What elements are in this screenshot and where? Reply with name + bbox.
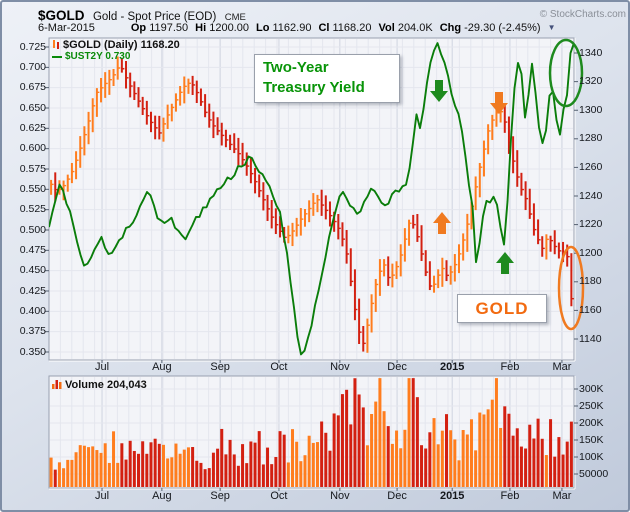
month-label-main: Nov bbox=[330, 361, 350, 373]
gold-legend-text: $GOLD (Daily) 1168.20 bbox=[63, 39, 180, 51]
yield-axis-tick: 0.400 bbox=[19, 304, 46, 317]
month-label-volume: Sep bbox=[210, 490, 230, 502]
volume-legend-text: Volume 204,043 bbox=[65, 379, 147, 391]
quote-pair: Chg -29.30 (-2.45%) bbox=[439, 22, 541, 34]
month-label-volume: Feb bbox=[500, 490, 520, 502]
copyright: © StockCharts.com bbox=[539, 9, 626, 20]
exchange: CME bbox=[224, 12, 246, 23]
yield-legend-text: $UST2Y 0.730 bbox=[65, 51, 131, 62]
quote-pair: Vol 204.0K bbox=[378, 22, 433, 34]
volume-axis-tick: 300K bbox=[579, 382, 604, 395]
volume-axis-tick: 50000 bbox=[579, 467, 609, 480]
yield-axis-tick: 0.500 bbox=[19, 223, 46, 236]
month-label-main: Mar bbox=[552, 361, 572, 373]
treasury-yield-line bbox=[49, 42, 574, 356]
month-label-main: Oct bbox=[270, 361, 288, 373]
yield-axis-tick: 0.600 bbox=[19, 142, 46, 155]
yield-axis-tick: 0.675 bbox=[19, 81, 46, 94]
month-label-main: Feb bbox=[500, 361, 520, 373]
month-label-volume: 2015 bbox=[439, 490, 465, 502]
yield-axis-tick: 0.650 bbox=[19, 101, 46, 114]
quote-date: 6-Mar-2015 bbox=[38, 22, 95, 34]
chart-header: $GOLD Gold - Spot Price (EOD) CME © Stoc… bbox=[38, 7, 626, 25]
instrument-title: Gold - Spot Price (EOD) bbox=[92, 11, 217, 23]
volume-axis-tick: 150K bbox=[579, 433, 604, 446]
quote-pair: Hi 1200.00 bbox=[195, 22, 249, 34]
treasury-yield-annotation: Two-Year Treasury Yield bbox=[254, 54, 400, 103]
volume-bars bbox=[49, 378, 573, 487]
yield-axis-tick: 0.525 bbox=[19, 203, 46, 216]
yield-axis-tick: 0.700 bbox=[19, 60, 46, 73]
yield-legend: $UST2Y 0.730 bbox=[52, 51, 130, 63]
month-label-volume: Nov bbox=[330, 490, 350, 502]
green-up-arrow bbox=[496, 252, 514, 274]
orange-down-arrow bbox=[490, 92, 508, 114]
price-axis-tick: 1340 bbox=[579, 46, 603, 59]
yield-axis-tick: 0.725 bbox=[19, 40, 46, 53]
treasury-annotation-line2: Treasury Yield bbox=[263, 79, 365, 97]
quote-values: Op 1197.50 Hi 1200.00 Lo 1162.90 Cl 1168.20… bbox=[131, 22, 548, 34]
symbol: $GOLD bbox=[38, 8, 85, 23]
month-label-volume: Aug bbox=[152, 490, 172, 502]
yield-axis-tick: 0.375 bbox=[19, 325, 46, 338]
volume-axis-tick: 250K bbox=[579, 399, 604, 412]
orange-up-arrow bbox=[433, 212, 451, 234]
month-label-volume: Dec bbox=[387, 490, 407, 502]
price-axis-tick: 1220 bbox=[579, 218, 603, 231]
price-axis-tick: 1260 bbox=[579, 160, 603, 173]
month-label-volume: Mar bbox=[552, 490, 572, 502]
price-axis-tick: 1240 bbox=[579, 189, 603, 202]
green-circle-annotation bbox=[548, 38, 584, 108]
volume-legend: Volume 204,043 bbox=[52, 379, 147, 392]
month-label-main: Jul bbox=[94, 361, 110, 373]
month-label-main: Sep bbox=[210, 361, 230, 373]
yield-axis-tick: 0.475 bbox=[19, 243, 46, 256]
volume-bars-icon bbox=[52, 379, 62, 392]
month-label-main: Dec bbox=[387, 361, 407, 373]
yield-axis-tick: 0.450 bbox=[19, 264, 46, 277]
quote-pair: Cl 1168.20 bbox=[318, 22, 372, 34]
price-axis-tick: 1180 bbox=[579, 275, 602, 288]
price-axis-tick: 1140 bbox=[579, 332, 602, 345]
gold-annotation: GOLD bbox=[457, 294, 547, 323]
month-label-main: 2015 bbox=[439, 361, 465, 373]
price-axis-tick: 1320 bbox=[579, 75, 603, 88]
month-label-main: Aug bbox=[152, 361, 172, 373]
yield-axis-tick: 0.625 bbox=[19, 121, 46, 134]
candlestick-icon bbox=[52, 39, 60, 52]
month-label-volume: Jul bbox=[94, 490, 110, 502]
line-swatch-icon bbox=[52, 52, 62, 63]
volume-axis-tick: 100K bbox=[579, 450, 604, 463]
price-axis-tick: 1280 bbox=[579, 132, 603, 145]
orange-circle-annotation bbox=[557, 245, 585, 331]
yield-axis-tick: 0.350 bbox=[19, 345, 46, 358]
change-down-triangle-icon: ▼ bbox=[547, 23, 556, 32]
gold-annotation-text: GOLD bbox=[475, 299, 529, 318]
yield-axis-tick: 0.575 bbox=[19, 162, 46, 175]
volume-axis-tick: 200K bbox=[579, 416, 604, 429]
yield-axis-tick: 0.550 bbox=[19, 182, 46, 195]
gold-legend: $GOLD (Daily) 1168.20 bbox=[52, 39, 180, 52]
price-axis-tick: 1160 bbox=[579, 303, 602, 316]
month-label-volume: Oct bbox=[270, 490, 288, 502]
quote-pair: Lo 1162.90 bbox=[255, 22, 312, 34]
green-down-arrow bbox=[430, 80, 448, 102]
quote-pair: Op 1197.50 bbox=[130, 22, 189, 34]
treasury-annotation-line1: Two-Year bbox=[263, 59, 329, 76]
price-axis-tick: 1300 bbox=[579, 103, 603, 116]
quote-line: 6-Mar-2015 Op 1197.50 Hi 1200.00 Lo 1162.90… bbox=[38, 22, 626, 34]
price-axis-tick: 1200 bbox=[579, 246, 603, 259]
yield-axis-tick: 0.425 bbox=[19, 284, 46, 297]
